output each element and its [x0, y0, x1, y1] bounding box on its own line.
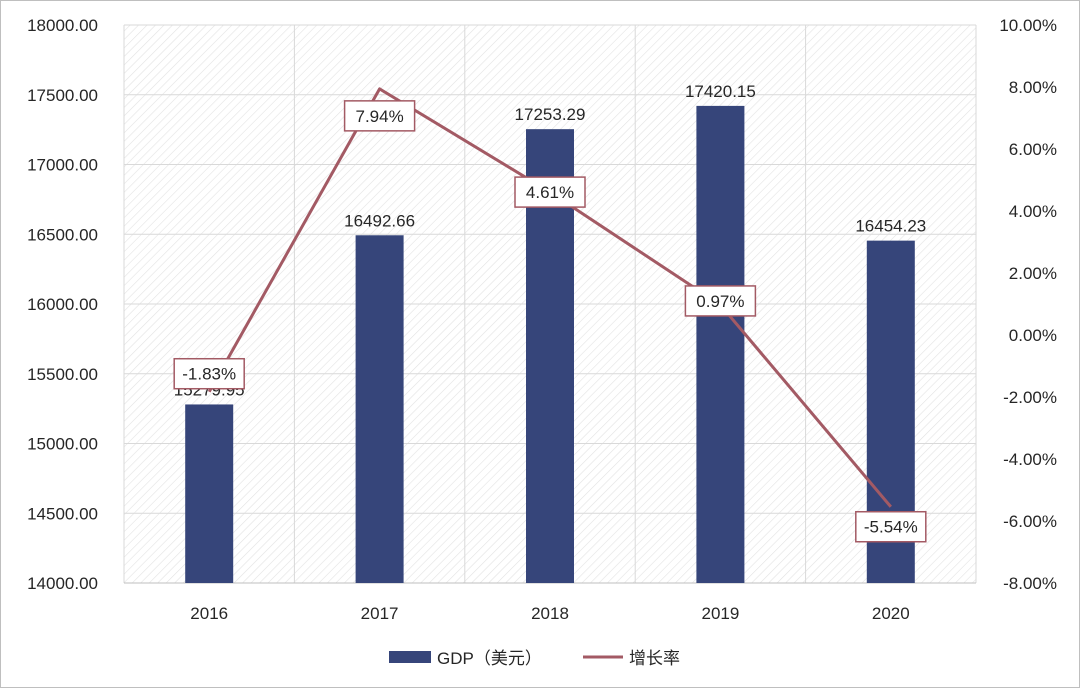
- right-axis-tick: -4.00%: [1003, 450, 1057, 469]
- gdp-bar: [355, 235, 404, 583]
- left-axis-tick: 17500.00: [27, 86, 98, 105]
- rate-data-label: 7.94%: [343, 100, 416, 132]
- left-axis-tick: 17000.00: [27, 156, 98, 175]
- rate-label-text: 7.94%: [355, 107, 403, 126]
- legend-rate-label: 增长率: [629, 649, 680, 668]
- rate-label-text: 0.97%: [696, 292, 744, 311]
- x-axis-ticks: 2016 2017 2018 2019 2020: [190, 604, 909, 623]
- left-axis-tick: 16000.00: [27, 295, 98, 314]
- rate-data-label: 0.97%: [684, 285, 757, 317]
- rate-data-label: 4.61%: [514, 176, 586, 208]
- right-axis-tick: -2.00%: [1003, 388, 1057, 407]
- gdp-bar-label: 16454.23: [855, 217, 926, 236]
- right-axis-tick: 0.00%: [1009, 326, 1057, 345]
- gdp-bar-label: 17420.15: [685, 82, 756, 101]
- left-axis-tick: 18000.00: [27, 16, 98, 35]
- rate-label-box: [855, 510, 927, 543]
- rate-data-label: -1.83%: [173, 357, 245, 390]
- rate-label-box: [514, 176, 586, 208]
- rate-label-box: [173, 357, 245, 390]
- gdp-bar-label: 16492.66: [344, 211, 415, 230]
- right-axis-tick: -6.00%: [1003, 512, 1057, 531]
- rate-label-text: 4.61%: [526, 183, 574, 202]
- x-axis-tick: 2016: [190, 604, 228, 623]
- right-axis-tick: 8.00%: [1009, 78, 1057, 97]
- left-axis-tick: 14000.00: [27, 574, 98, 593]
- legend: GDP（美元） 增长率: [389, 649, 680, 668]
- right-axis-tick: -8.00%: [1003, 574, 1057, 593]
- rate-data-labels: -1.83% 7.94% 4.61% 0.97% -5.54%: [173, 100, 927, 543]
- rate-label-box: [343, 100, 416, 132]
- left-axis-tick: 15000.00: [27, 435, 98, 454]
- right-axis-tick: 6.00%: [1009, 140, 1057, 159]
- left-axis-tick: 14500.00: [27, 504, 98, 523]
- gdp-bar: [185, 404, 234, 583]
- left-axis-tick: 16500.00: [27, 225, 98, 244]
- x-axis-tick: 2018: [531, 604, 569, 623]
- left-axis-tick: 15500.00: [27, 365, 98, 384]
- right-axis-tick: 2.00%: [1009, 264, 1057, 283]
- rate-data-label: -5.54%: [855, 510, 927, 543]
- right-axis-tick: 10.00%: [999, 16, 1057, 35]
- right-axis-ticks: -8.00% -6.00% -4.00% -2.00% 0.00% 2.00% 4.00% 6…: [999, 16, 1057, 593]
- x-axis-tick: 2019: [701, 604, 739, 623]
- legend-gdp-swatch: [389, 651, 431, 663]
- rate-label-box: [684, 285, 757, 317]
- x-axis-tick: 2017: [361, 604, 399, 623]
- x-axis-tick: 2020: [872, 604, 910, 623]
- legend-gdp-label: GDP（美元）: [437, 649, 542, 668]
- rate-label-text: -5.54%: [864, 518, 918, 537]
- rate-label-text: -1.83%: [182, 365, 236, 384]
- left-axis-ticks: 14000.00 14500.00 15000.00 15500.00 16000.00…: [27, 16, 98, 593]
- right-axis-tick: 4.00%: [1009, 202, 1057, 221]
- gdp-bar: [696, 105, 745, 584]
- gdp-bar-label: 17253.29: [515, 105, 586, 124]
